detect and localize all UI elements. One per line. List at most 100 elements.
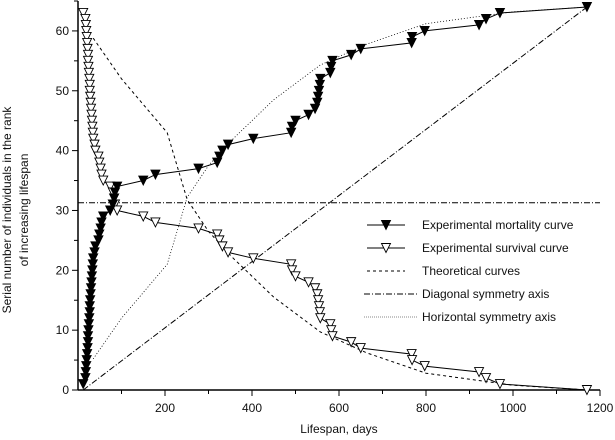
legend-label: Experimental mortality curve bbox=[422, 218, 574, 232]
survival-point bbox=[80, 19, 92, 31]
survival-point bbox=[285, 259, 297, 270]
survival-point bbox=[84, 85, 95, 97]
survival-point bbox=[89, 139, 100, 151]
legend-item: Diagonal symmetry axis bbox=[364, 287, 549, 301]
mortality-point bbox=[217, 145, 228, 157]
x-tick-label: 600 bbox=[329, 401, 349, 415]
survival-point bbox=[82, 43, 93, 55]
mortality-point bbox=[303, 109, 314, 121]
legend-item: Theoretical curves bbox=[367, 264, 520, 278]
survival-point bbox=[86, 115, 98, 127]
survival-point bbox=[77, 8, 89, 19]
x-tick-label: 1000 bbox=[500, 401, 527, 415]
survival-point bbox=[211, 229, 223, 240]
survival-point bbox=[314, 307, 326, 318]
survival-point bbox=[87, 127, 99, 139]
survival-point bbox=[82, 49, 94, 61]
y-tick-label: 30 bbox=[56, 203, 70, 217]
survival-point bbox=[93, 151, 104, 163]
survival-point bbox=[313, 301, 325, 312]
mortality-point bbox=[315, 73, 326, 85]
survival-point bbox=[84, 79, 95, 91]
mortality-point bbox=[222, 139, 234, 151]
mortality-point bbox=[345, 49, 357, 61]
markers bbox=[77, 2, 593, 396]
survival-point bbox=[345, 337, 357, 348]
y-axis-label-line-1: Serial number of individuals in the rank bbox=[0, 106, 14, 314]
legend-item: Horizontal symmetry axis bbox=[364, 310, 556, 324]
legend-item: Experimental survival curve bbox=[367, 241, 569, 255]
legend: Experimental mortality curve Experimental… bbox=[364, 218, 574, 324]
survival-point bbox=[473, 367, 485, 378]
survival-point bbox=[81, 25, 92, 37]
survival-point bbox=[84, 73, 95, 85]
survival-point bbox=[87, 121, 98, 133]
survival-point bbox=[222, 247, 234, 258]
survival-point bbox=[104, 181, 116, 193]
survival-point bbox=[83, 67, 95, 79]
survival-point bbox=[84, 91, 96, 103]
y-tick-label: 60 bbox=[56, 24, 70, 38]
mortality-point bbox=[581, 2, 593, 13]
survival-point bbox=[406, 355, 418, 366]
survival-point bbox=[327, 331, 338, 342]
survival-point bbox=[80, 14, 91, 25]
legend-label: Theoretical curves bbox=[422, 264, 520, 278]
mortality-point bbox=[419, 25, 430, 37]
survival-point bbox=[214, 235, 225, 246]
mortality-point bbox=[406, 31, 418, 43]
survival-point bbox=[138, 211, 149, 222]
survival-point bbox=[315, 313, 326, 324]
x-tick-label: 400 bbox=[242, 401, 262, 415]
survival-point bbox=[303, 277, 314, 288]
survival-point bbox=[355, 343, 366, 354]
survival-point bbox=[419, 361, 430, 372]
mortality-point bbox=[138, 175, 149, 187]
survival-point bbox=[325, 325, 337, 336]
survival-point bbox=[494, 379, 506, 390]
survival-point bbox=[111, 205, 123, 216]
survival-point bbox=[480, 373, 492, 384]
survival-point bbox=[290, 271, 301, 282]
mortality-point bbox=[290, 115, 301, 127]
survival-point bbox=[312, 295, 324, 306]
y-tick-label: 50 bbox=[56, 84, 70, 98]
legend-open-triangle bbox=[380, 243, 392, 254]
y-axis-label-line-2: of increasing lifespan bbox=[17, 154, 31, 267]
survival-point bbox=[309, 283, 321, 294]
survival-point bbox=[87, 133, 99, 145]
theoretical-curves-line bbox=[92, 37, 588, 391]
mortality-point bbox=[248, 133, 259, 145]
survival-point bbox=[81, 37, 93, 49]
survival-point bbox=[406, 349, 417, 360]
survival-point bbox=[96, 169, 107, 181]
x-tick-label: 1200 bbox=[587, 401, 614, 415]
mortality-point bbox=[355, 43, 366, 55]
survival-point bbox=[85, 103, 97, 115]
legend-label: Horizontal symmetry axis bbox=[422, 310, 556, 324]
mortality-point bbox=[494, 8, 506, 19]
survival-point bbox=[83, 61, 94, 73]
mortality-point bbox=[150, 169, 161, 181]
y-tick-label: 40 bbox=[56, 144, 70, 158]
survival-point bbox=[325, 319, 336, 330]
mortality-point bbox=[286, 121, 298, 133]
survival-point bbox=[248, 253, 259, 264]
diagonal-symmetry-axis-line bbox=[82, 6, 588, 391]
survival-point bbox=[193, 223, 204, 234]
legend-label: Experimental survival curve bbox=[422, 241, 569, 255]
mortality-point bbox=[327, 55, 338, 67]
mortality-point bbox=[111, 181, 123, 193]
survival-point bbox=[82, 55, 94, 67]
mortality-point bbox=[193, 163, 204, 175]
survival-point bbox=[98, 175, 109, 187]
theoretical-curves-line bbox=[92, 6, 588, 360]
mortality-point bbox=[480, 14, 492, 25]
survival-point bbox=[81, 31, 92, 43]
legend-filled-triangle bbox=[380, 220, 392, 231]
y-tick-label: 0 bbox=[62, 383, 69, 397]
survival-point bbox=[95, 163, 106, 175]
x-tick-label: 800 bbox=[416, 401, 436, 415]
survival-point bbox=[86, 109, 97, 121]
